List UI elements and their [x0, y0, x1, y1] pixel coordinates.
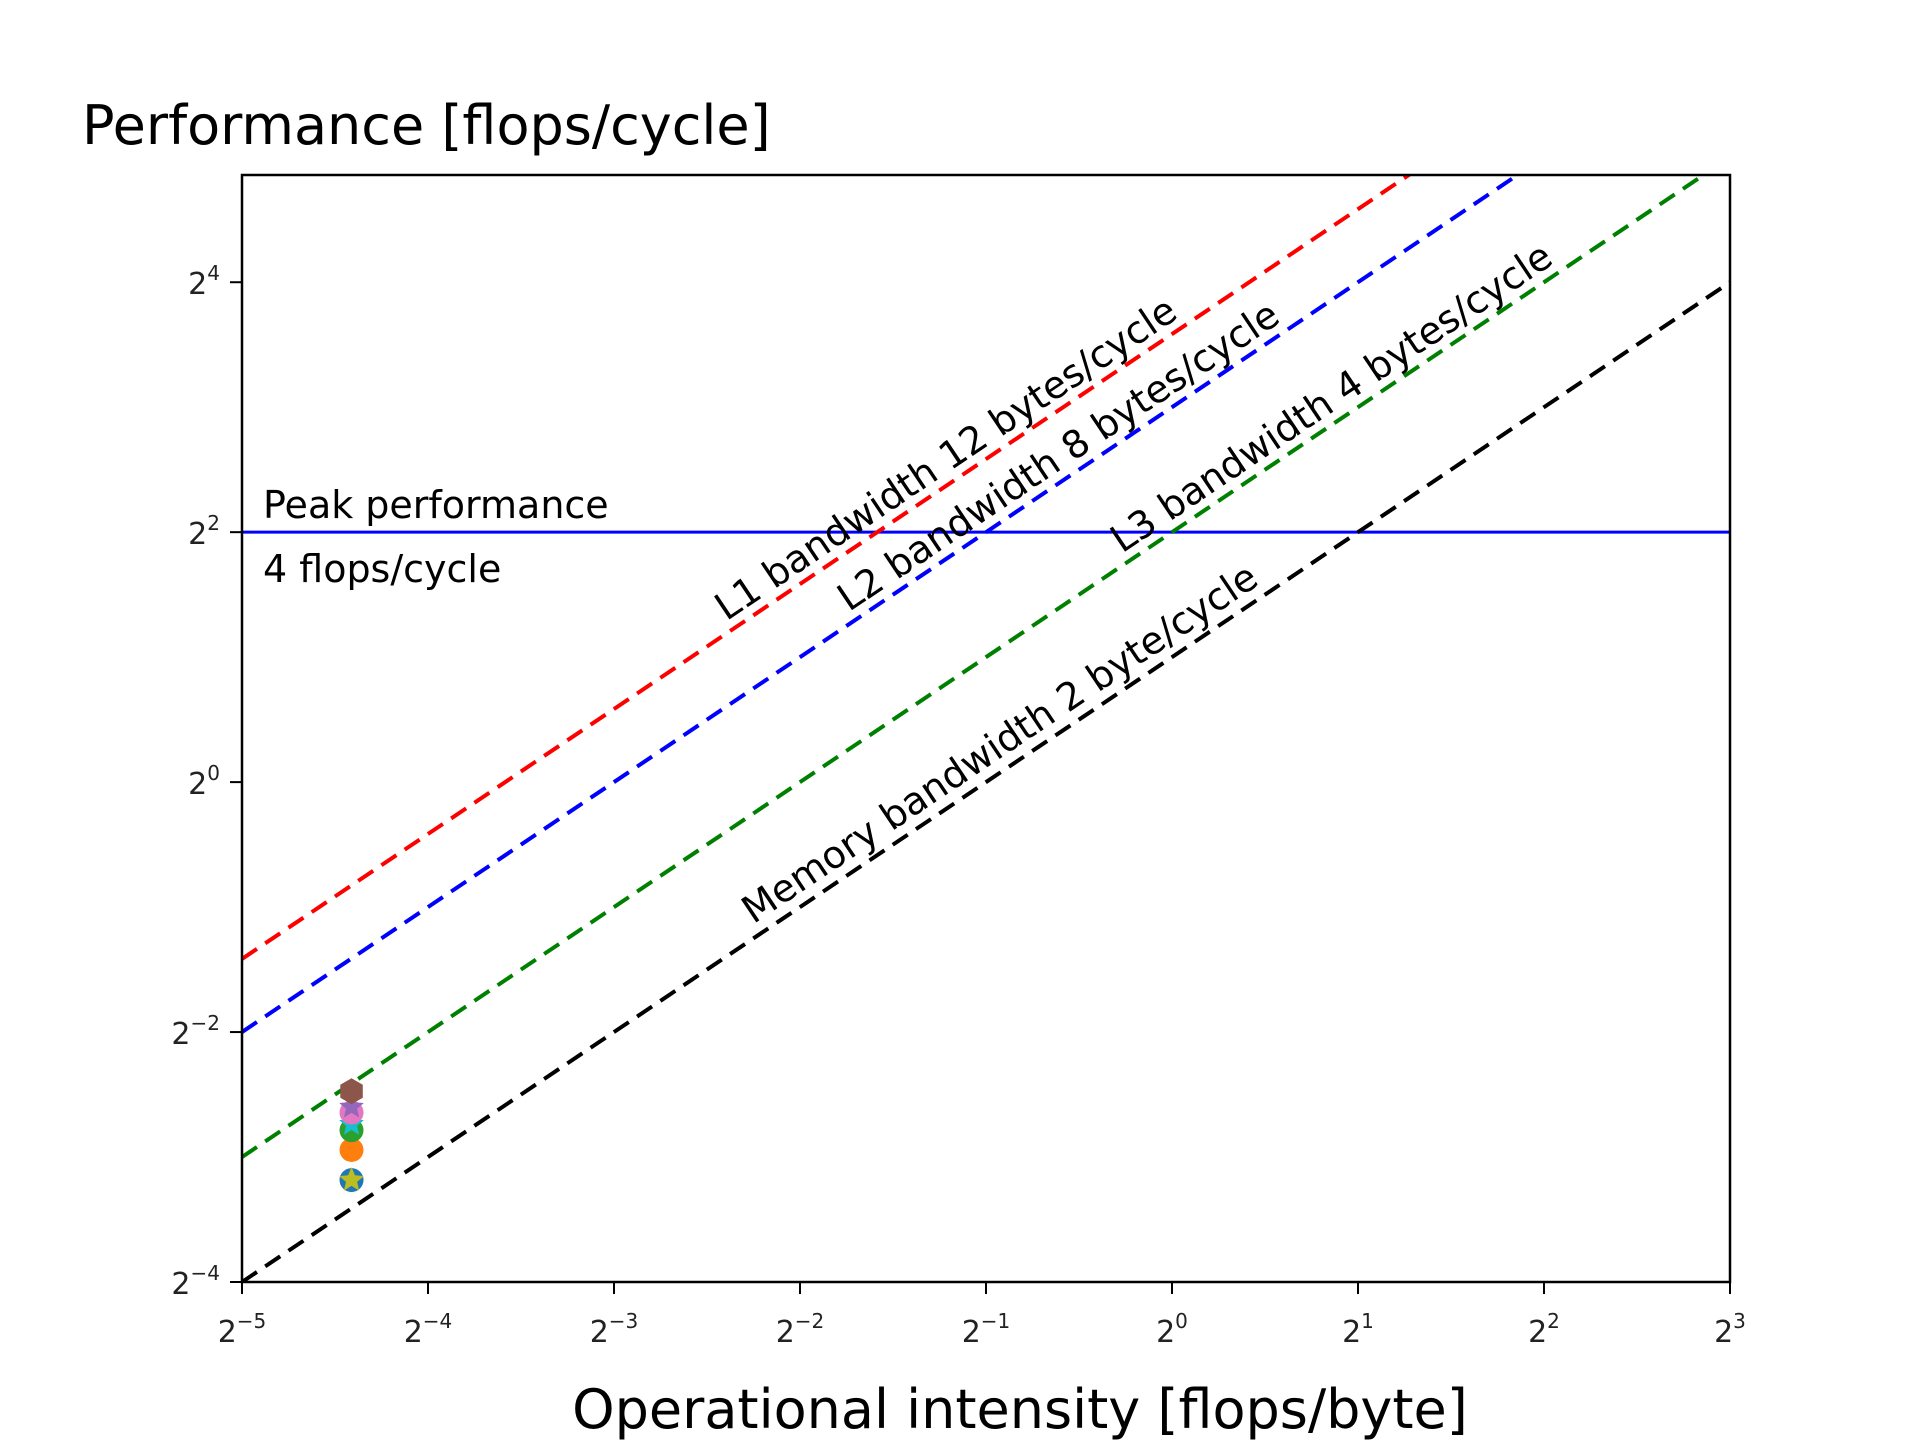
x-tick-label-1: 2−5	[218, 1309, 267, 1350]
x-tick-label-8: 22	[1528, 1309, 1560, 1350]
y-tick-label-4: 2−2	[171, 1011, 220, 1052]
x-axis: 2−5 2−4 2−3 2−2 2−1 20 21 22 23	[218, 1282, 1746, 1350]
peak-label-line2: 4 flops/cycle	[263, 547, 501, 591]
y-tick-label-3: 20	[188, 761, 220, 802]
x-axis-title: Operational intensity [flops/byte]	[572, 1378, 1468, 1440]
y-tick-label-1: 24	[188, 261, 220, 302]
data-point-2	[339, 1167, 364, 1191]
x-tick-label-5: 2−1	[962, 1309, 1011, 1350]
x-tick-label-4: 2−2	[776, 1309, 825, 1350]
y-tick-label-5: 2−4	[171, 1261, 220, 1302]
x-tick-label-7: 21	[1342, 1309, 1374, 1350]
bandwidth-line-3	[242, 175, 1708, 1159]
plot-lines	[242, 175, 1730, 1282]
x-tick-label-9: 23	[1714, 1309, 1746, 1350]
y-axis: 24 22 20 2−2 2−4	[171, 261, 242, 1302]
data-point-7	[339, 1094, 364, 1118]
y-axis-title: Performance [flops/cycle]	[82, 94, 771, 157]
data-point-8	[340, 1078, 363, 1105]
peak-label-line1: Peak performance	[263, 483, 609, 527]
data-point-3	[339, 1137, 364, 1162]
y-tick-label-2: 22	[188, 511, 220, 552]
bandwidth-line-1	[242, 175, 1413, 961]
plot-area	[242, 175, 1730, 1282]
bandwidth-line-4	[242, 280, 1730, 1282]
x-tick-label-2: 2−4	[404, 1309, 453, 1350]
x-tick-label-3: 2−3	[590, 1309, 639, 1350]
bandwidth-line-2	[242, 175, 1522, 1034]
x-tick-label-6: 20	[1156, 1309, 1188, 1350]
